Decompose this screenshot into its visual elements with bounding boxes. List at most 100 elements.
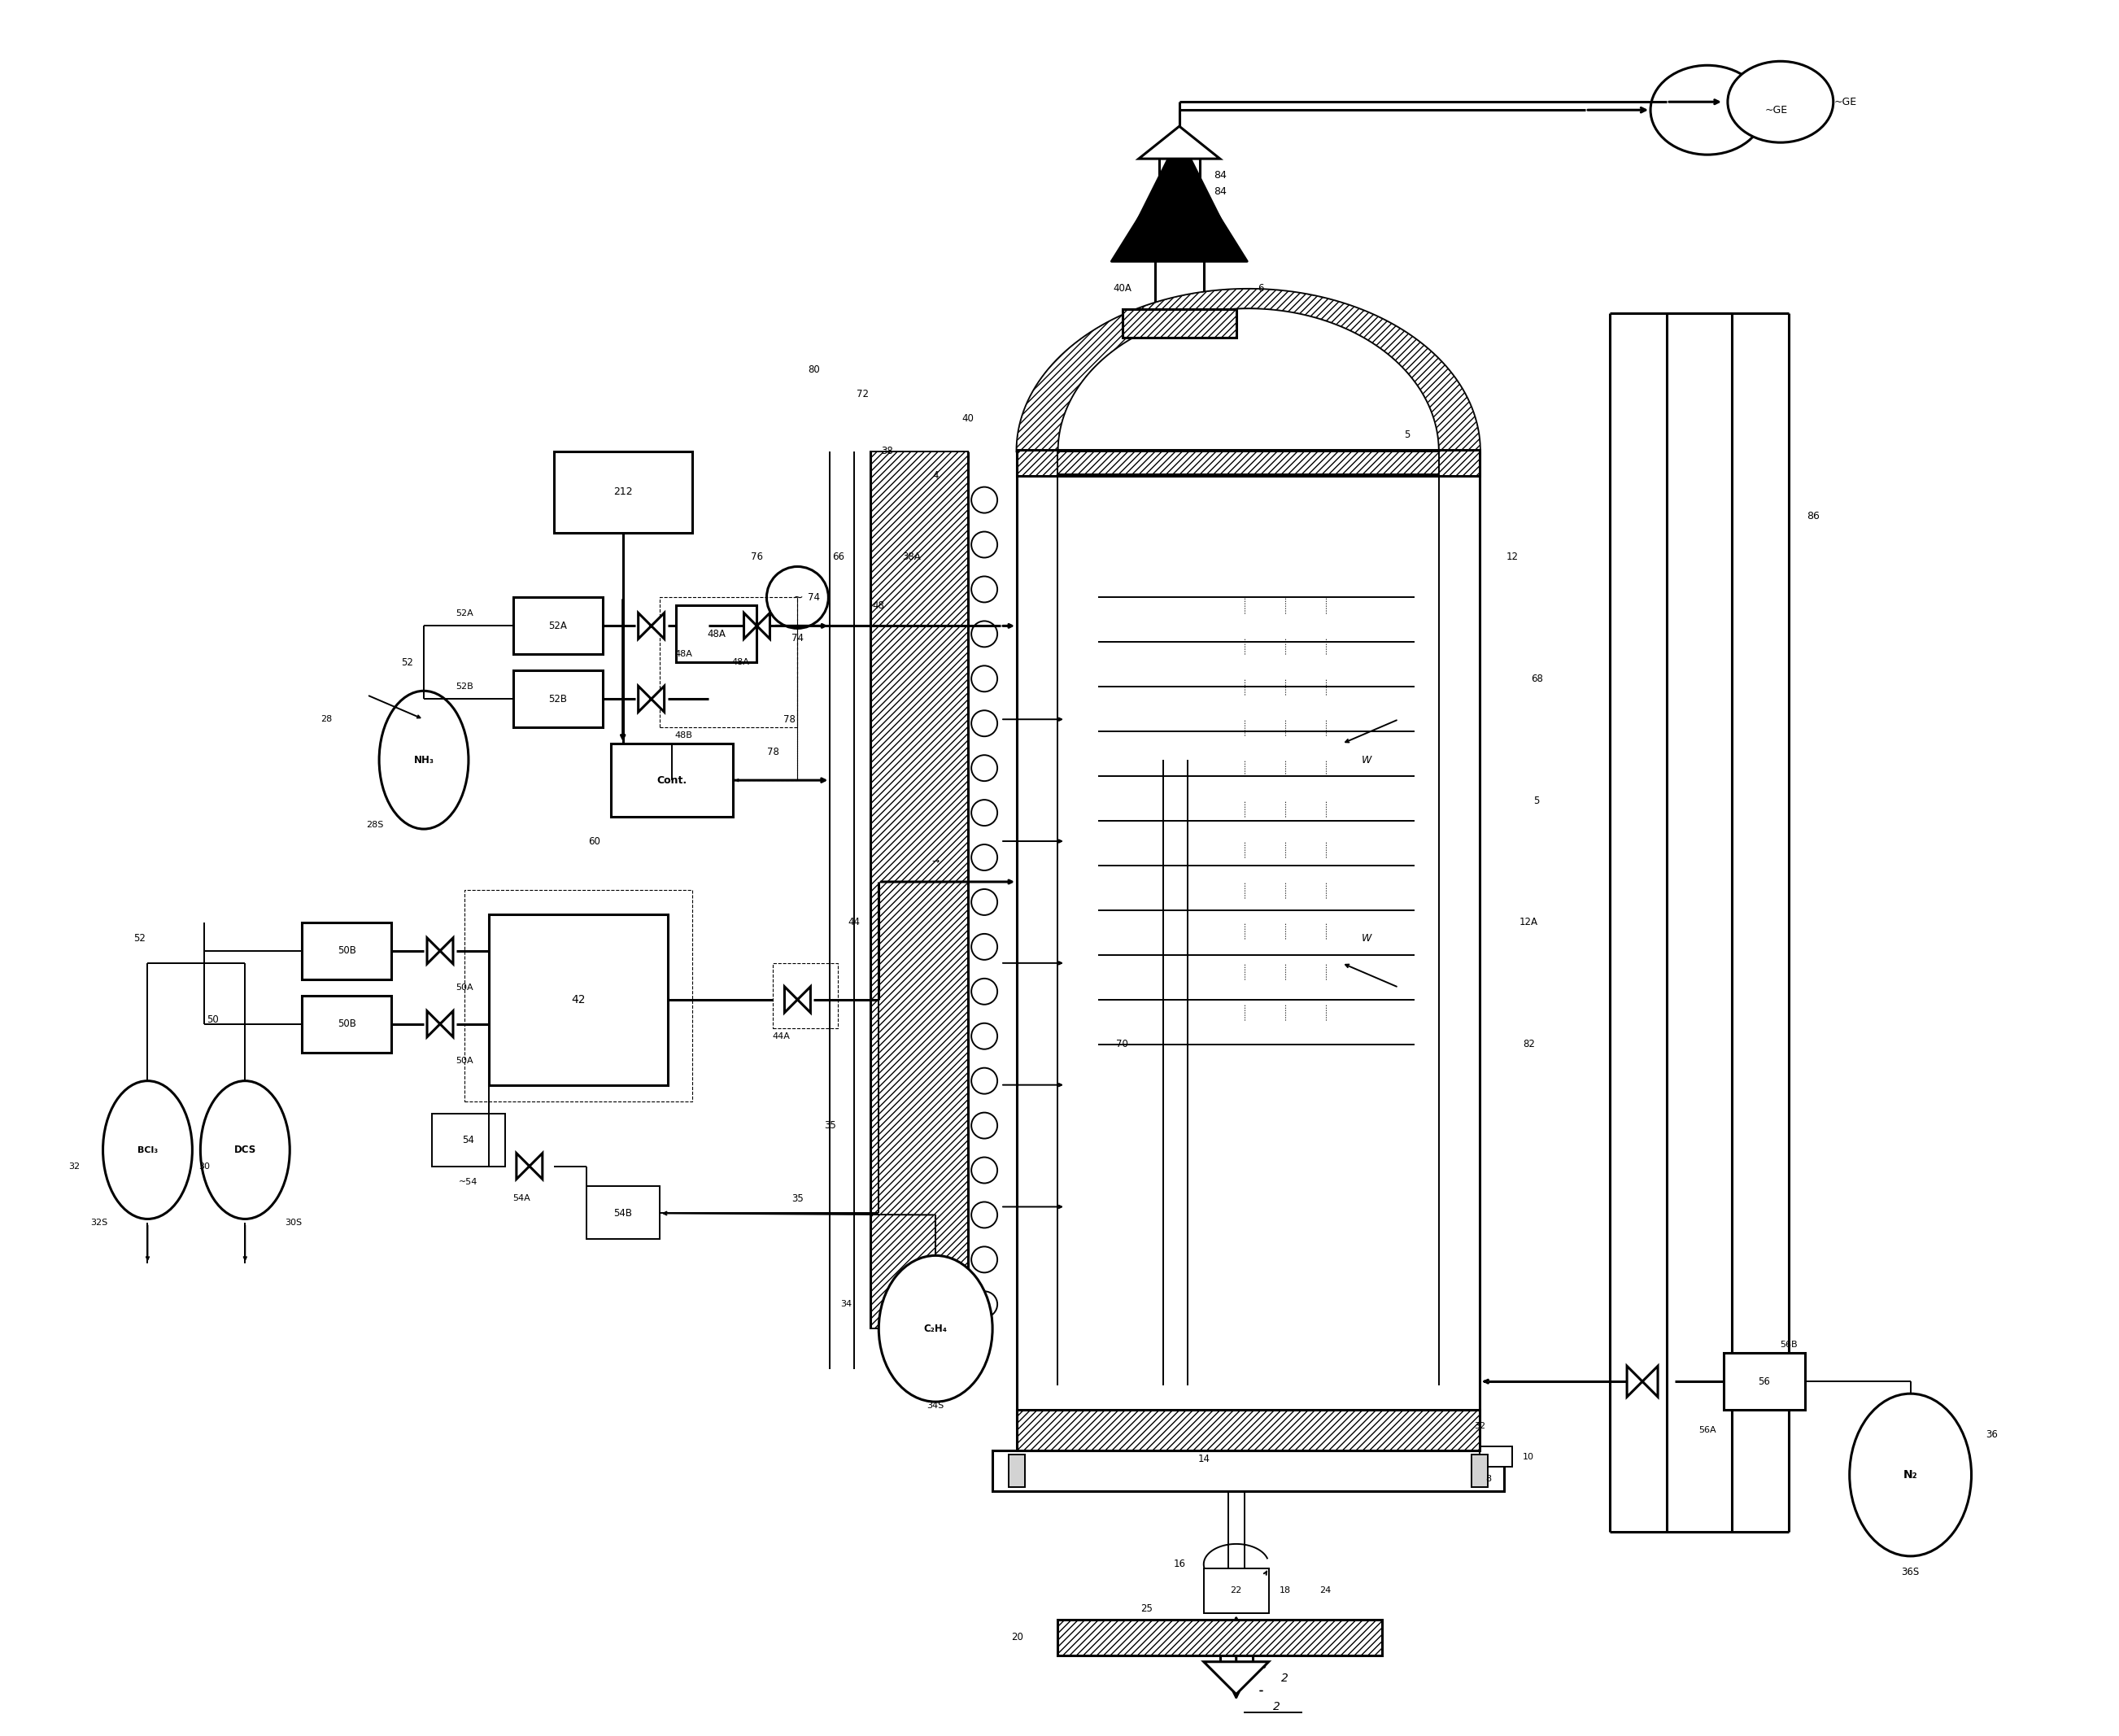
Bar [1473, 1455, 1488, 1488]
Polygon shape [1627, 1366, 1657, 1397]
Text: 86: 86 [1808, 510, 1820, 521]
Text: 26: 26 [1254, 1661, 1267, 1672]
Text: 30: 30 [199, 1161, 210, 1170]
Text: W: W [1360, 934, 1371, 944]
Text: 56: 56 [1759, 1377, 1769, 1387]
Circle shape [971, 1068, 998, 1094]
Circle shape [971, 979, 998, 1005]
Text: 44: 44 [848, 917, 860, 927]
Ellipse shape [879, 1255, 992, 1401]
Ellipse shape [104, 1082, 193, 1219]
Bar [871, 451, 968, 1328]
Bar [1204, 1568, 1269, 1613]
Bar [513, 597, 602, 654]
Circle shape [971, 800, 998, 826]
Text: 72: 72 [856, 389, 869, 399]
Text: 18: 18 [1280, 1587, 1290, 1594]
Bar [1017, 1410, 1479, 1451]
Text: 14: 14 [1197, 1453, 1210, 1463]
Text: 68: 68 [1530, 674, 1543, 684]
Text: 48: 48 [873, 601, 886, 611]
Bar [610, 743, 733, 818]
Text: 35: 35 [824, 1120, 837, 1130]
Text: 212: 212 [612, 486, 631, 496]
Bar [587, 1186, 659, 1240]
Bar [1479, 1446, 1513, 1467]
Text: 60: 60 [589, 837, 600, 847]
Circle shape [971, 1201, 998, 1227]
Ellipse shape [1651, 66, 1765, 155]
Text: Cont.: Cont. [657, 774, 687, 786]
Text: N₂: N₂ [1903, 1469, 1918, 1481]
Circle shape [971, 1113, 998, 1139]
Text: 54B: 54B [615, 1208, 631, 1219]
Bar [676, 606, 756, 663]
Text: ~GE: ~GE [1765, 104, 1788, 115]
Circle shape [971, 934, 998, 960]
Text: 84: 84 [1214, 186, 1227, 196]
Bar [1017, 450, 1479, 476]
Text: →: → [932, 858, 939, 866]
Text: 70: 70 [1117, 1040, 1129, 1050]
Polygon shape [1017, 290, 1479, 451]
Text: 78: 78 [767, 746, 780, 757]
Circle shape [971, 1158, 998, 1184]
Text: 32S: 32S [91, 1219, 108, 1227]
Text: 50A: 50A [456, 1057, 473, 1064]
Text: 48A: 48A [708, 628, 725, 639]
Bar [303, 995, 392, 1052]
Polygon shape [1204, 1661, 1269, 1694]
Text: 28: 28 [320, 715, 333, 724]
Circle shape [971, 531, 998, 557]
Text: 30S: 30S [286, 1219, 303, 1227]
Text: 76: 76 [750, 552, 763, 562]
Text: ~: ~ [793, 592, 803, 604]
Text: 84: 84 [1214, 170, 1227, 181]
Circle shape [971, 1292, 998, 1318]
Circle shape [971, 621, 998, 648]
Ellipse shape [201, 1082, 290, 1219]
Bar [489, 915, 667, 1085]
Text: 36: 36 [1986, 1429, 1998, 1439]
Polygon shape [784, 986, 809, 1012]
Text: 44A: 44A [771, 1033, 790, 1040]
Text: 32: 32 [1475, 1422, 1485, 1430]
Text: 52B: 52B [456, 682, 473, 691]
Bar [432, 1113, 504, 1167]
Polygon shape [638, 686, 663, 712]
Circle shape [971, 844, 998, 870]
Bar [303, 922, 392, 979]
Text: 2: 2 [1282, 1672, 1288, 1684]
Text: 52A: 52A [456, 609, 473, 618]
Circle shape [971, 1023, 998, 1049]
Text: 35: 35 [793, 1193, 803, 1205]
Text: 5: 5 [1403, 431, 1409, 441]
Text: 56A: 56A [1699, 1427, 1716, 1434]
Text: 10: 10 [1524, 1453, 1534, 1462]
Bar [553, 451, 693, 533]
Circle shape [971, 755, 998, 781]
Polygon shape [744, 613, 769, 639]
Circle shape [971, 665, 998, 691]
Circle shape [971, 576, 998, 602]
Circle shape [971, 1246, 998, 1272]
Text: 52B: 52B [549, 694, 568, 705]
Text: DCS: DCS [233, 1144, 256, 1154]
Text: 28S: 28S [367, 821, 384, 830]
Text: 54: 54 [462, 1135, 475, 1146]
Text: 50B: 50B [337, 1019, 356, 1029]
Circle shape [971, 488, 998, 512]
Text: 22: 22 [1231, 1587, 1242, 1594]
Text: 38A: 38A [903, 552, 920, 562]
Bar [513, 670, 602, 727]
Text: 32: 32 [68, 1161, 81, 1170]
Text: 12: 12 [1507, 552, 1519, 562]
Text: 50B: 50B [337, 946, 356, 957]
Polygon shape [1138, 127, 1221, 158]
Text: 48A: 48A [731, 658, 750, 667]
Text: 16: 16 [1174, 1559, 1185, 1569]
Text: 50: 50 [206, 1014, 218, 1026]
Text: 52: 52 [133, 934, 146, 944]
Text: 25: 25 [1140, 1604, 1153, 1614]
Bar [1009, 1455, 1026, 1488]
